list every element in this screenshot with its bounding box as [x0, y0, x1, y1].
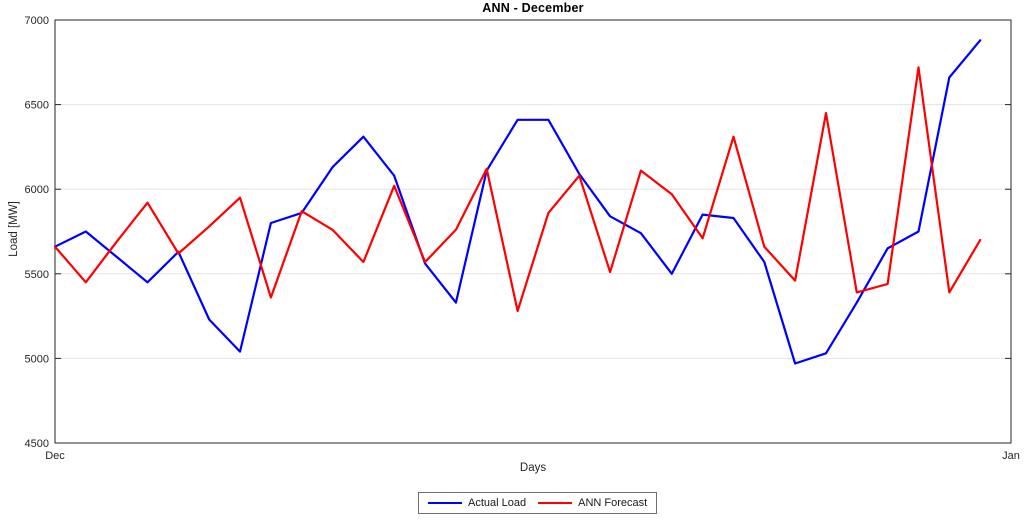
- ann-forecast-line: [53, 66, 982, 313]
- y-tick-label: 4500: [25, 438, 49, 450]
- x-tick-label: Dec: [45, 450, 65, 462]
- x-tick-label: Jan: [1002, 450, 1020, 462]
- chart-title: ANN - December: [482, 1, 584, 15]
- axis-box: [54, 19, 1012, 444]
- x-axis-label: Days: [519, 462, 547, 474]
- y-tick-label: 5000: [25, 353, 49, 365]
- y-tick-label: 6500: [25, 100, 49, 112]
- legend-label-ann-forecast: ANN Forecast: [578, 497, 648, 509]
- y-tick-label: 6000: [25, 184, 49, 196]
- legend-label-actual-load: Actual Load: [468, 497, 527, 509]
- legend-line-ann-forecast: [538, 501, 573, 505]
- y-tick-label: 5500: [25, 269, 49, 281]
- legend: Actual Load ANN Forecast: [418, 492, 658, 514]
- actual-load-line: [53, 39, 982, 365]
- y-tick-label: 7000: [25, 15, 49, 27]
- legend-line-actual-load: [428, 501, 462, 505]
- y-axis-label: Load [MW]: [8, 201, 20, 257]
